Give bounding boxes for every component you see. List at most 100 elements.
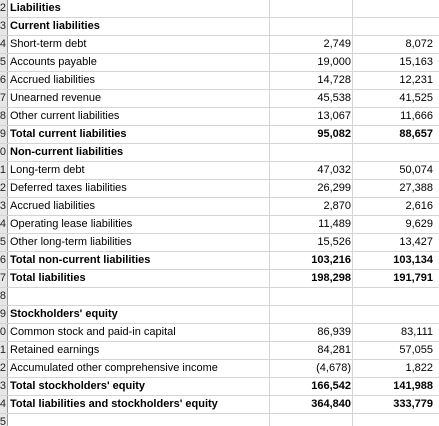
cell-label[interactable]: Accrued liabilities — [10, 74, 95, 86]
sheet-row[interactable]: 5 Accounts payable 19,000 15,163 — [0, 54, 439, 72]
cell-value-prior[interactable]: 50,074 — [399, 164, 433, 176]
row-header[interactable]: 3 — [0, 198, 8, 215]
cell-label[interactable]: Deferred taxes liabilities — [10, 182, 127, 194]
row-header[interactable]: 6 — [0, 252, 8, 269]
cell-value-current[interactable]: 11,489 — [318, 218, 351, 230]
cell-label[interactable]: Long-term debt — [10, 164, 85, 176]
sheet-row[interactable]: 9 Stockholders' equity — [0, 306, 439, 324]
row-header[interactable]: 6 — [0, 72, 8, 89]
cell-label[interactable]: Liabilities — [10, 2, 61, 14]
cell-label[interactable]: Operating lease liabilities — [10, 218, 133, 230]
sheet-row[interactable]: 4 Total liabilities and stockholders' eq… — [0, 396, 439, 414]
row-header[interactable]: 1 — [0, 342, 8, 359]
cell-value-current[interactable]: 19,000 — [317, 56, 351, 68]
row-header[interactable]: 4 — [0, 216, 8, 233]
cell-label[interactable]: Total liabilities and stockholders' equi… — [10, 398, 218, 410]
cell-value-current[interactable]: 2,870 — [323, 200, 351, 212]
sheet-row[interactable]: 5 — [0, 414, 439, 426]
cell-value-prior[interactable]: 333,779 — [393, 398, 433, 410]
sheet-row[interactable]: 5 Other long-term liabilities 15,526 13,… — [0, 234, 439, 252]
cell-label[interactable]: Non-current liabilities — [10, 146, 124, 158]
sheet-row[interactable]: 3 Accrued liabilities 2,870 2,616 — [0, 198, 439, 216]
cell-value-current[interactable]: 95,082 — [317, 128, 351, 140]
sheet-row[interactable]: 2 Liabilities — [0, 0, 439, 18]
cell-label[interactable]: Retained earnings — [10, 344, 100, 356]
cell-value-prior[interactable]: 11,666 — [400, 110, 433, 122]
cell-value-current[interactable]: 13,067 — [317, 110, 351, 122]
row-header[interactable]: 5 — [0, 234, 8, 251]
row-header[interactable]: 5 — [0, 54, 8, 71]
cell-label[interactable]: Total current liabilities — [10, 128, 127, 140]
sheet-row[interactable]: 6 Total non-current liabilities 103,216 … — [0, 252, 439, 270]
cell-value-prior[interactable]: 12,231 — [399, 74, 433, 86]
row-header[interactable]: 4 — [0, 36, 8, 53]
cell-value-current[interactable]: 166,542 — [311, 380, 351, 392]
sheet-row[interactable]: 4 Short-term debt 2,749 8,072 — [0, 36, 439, 54]
sheet-row[interactable]: 1 Long-term debt 47,032 50,074 — [0, 162, 439, 180]
row-header[interactable]: 7 — [0, 90, 8, 107]
cell-value-prior[interactable]: 83,111 — [400, 326, 433, 338]
cell-value-current[interactable]: 15,526 — [317, 236, 351, 248]
row-header[interactable]: 3 — [0, 18, 8, 35]
cell-value-prior[interactable]: 88,657 — [399, 128, 433, 140]
sheet-row[interactable]: 0 Non-current liabilities — [0, 144, 439, 162]
sheet-row[interactable]: 2 Accumulated other comprehensive income… — [0, 360, 439, 378]
cell-value-current[interactable]: 14,728 — [317, 74, 351, 86]
row-header[interactable]: 9 — [0, 126, 8, 143]
row-header[interactable]: 2 — [0, 360, 8, 377]
row-header[interactable]: 8 — [0, 108, 8, 125]
cell-value-prior[interactable]: 141,988 — [393, 380, 433, 392]
sheet-row[interactable]: 3 Total stockholders' equity 166,542 141… — [0, 378, 439, 396]
sheet-row[interactable]: 9 Total current liabilities 95,082 88,65… — [0, 126, 439, 144]
cell-value-prior[interactable]: 57,055 — [399, 344, 433, 356]
cell-label[interactable]: Other long-term liabilities — [10, 236, 132, 248]
cell-label[interactable]: Current liabilities — [10, 20, 100, 32]
cell-label[interactable]: Total liabilities — [10, 272, 86, 284]
cell-value-current[interactable]: 84,281 — [317, 344, 351, 356]
cell-value-prior[interactable]: 1,822 — [405, 362, 433, 374]
cell-value-current[interactable]: 26,299 — [317, 182, 351, 194]
cell-value-prior[interactable]: 41,525 — [399, 92, 433, 104]
sheet-row[interactable]: 2 Deferred taxes liabilities 26,299 27,3… — [0, 180, 439, 198]
cell-value-prior[interactable]: 103,134 — [393, 254, 433, 266]
cell-value-prior[interactable]: 191,791 — [393, 272, 433, 284]
row-header[interactable]: 2 — [0, 0, 8, 17]
row-header[interactable]: 0 — [0, 324, 8, 341]
sheet-row[interactable]: 7 Unearned revenue 45,538 41,525 — [0, 90, 439, 108]
cell-label[interactable]: Total stockholders' equity — [10, 380, 146, 392]
cell-label[interactable]: Accounts payable — [10, 56, 97, 68]
cell-value-prior[interactable]: 9,629 — [405, 218, 433, 230]
cell-value-prior[interactable]: 2,616 — [405, 200, 433, 212]
cell-label[interactable]: Common stock and paid-in capital — [10, 326, 176, 338]
sheet-row[interactable]: 8 Other current liabilities 13,067 11,66… — [0, 108, 439, 126]
cell-value-prior[interactable]: 27,388 — [399, 182, 433, 194]
cell-value-prior[interactable]: 8,072 — [405, 38, 433, 50]
cell-label[interactable]: Accrued liabilities — [10, 200, 95, 212]
cell-label[interactable]: Accumulated other comprehensive income — [10, 362, 218, 374]
cell-value-current[interactable]: 86,939 — [317, 326, 351, 338]
cell-value-current[interactable]: 103,216 — [311, 254, 351, 266]
cell-label[interactable]: Unearned revenue — [10, 92, 102, 104]
cell-value-current[interactable]: (4,678) — [316, 362, 351, 374]
cell-value-current[interactable]: 47,032 — [317, 164, 351, 176]
sheet-row[interactable]: 0 Common stock and paid-in capital 86,93… — [0, 324, 439, 342]
sheet-row[interactable]: 3 Current liabilities — [0, 18, 439, 36]
cell-value-current[interactable]: 198,298 — [311, 272, 351, 284]
row-header[interactable]: 7 — [0, 270, 8, 287]
row-header[interactable]: 3 — [0, 378, 8, 395]
cell-value-prior[interactable]: 13,427 — [399, 236, 433, 248]
sheet-row[interactable]: 4 Operating lease liabilities 11,489 9,6… — [0, 216, 439, 234]
cell-label[interactable]: Other current liabilities — [10, 110, 120, 122]
cell-value-current[interactable]: 364,840 — [311, 398, 351, 410]
cell-value-current[interactable]: 2,749 — [323, 38, 351, 50]
sheet-row[interactable]: 1 Retained earnings 84,281 57,055 — [0, 342, 439, 360]
row-header[interactable]: 5 — [0, 414, 8, 426]
cell-label[interactable]: Stockholders' equity — [10, 308, 118, 320]
cell-value-prior[interactable]: 15,163 — [399, 56, 433, 68]
sheet-row[interactable]: 8 — [0, 288, 439, 306]
row-header[interactable]: 4 — [0, 396, 8, 413]
cell-label[interactable]: Short-term debt — [10, 38, 87, 50]
row-header[interactable]: 1 — [0, 162, 8, 179]
sheet-row[interactable]: 7 Total liabilities 198,298 191,791 — [0, 270, 439, 288]
cell-value-current[interactable]: 45,538 — [317, 92, 351, 104]
